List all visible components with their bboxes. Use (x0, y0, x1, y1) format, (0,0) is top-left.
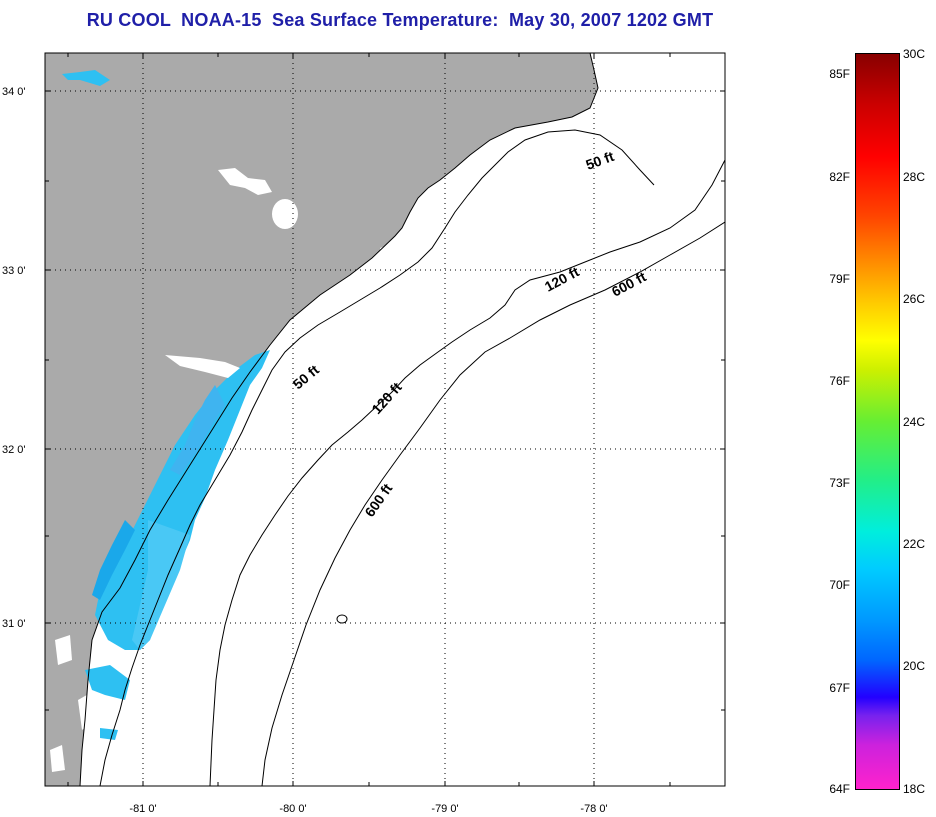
lon-label-78: -78 0' (580, 803, 607, 815)
coastline (79, 53, 599, 786)
map-frame (44, 52, 726, 787)
colorbar-f-70: 70F (829, 578, 850, 592)
colorbar-f-73: 73F (829, 476, 850, 490)
colorbar-c-24: 24C (903, 415, 926, 429)
colorbar-c-20: 20C (903, 659, 926, 673)
lat-label-34: 34 0' (2, 86, 26, 98)
lat-label-32: 32 0' (2, 444, 26, 456)
lat-label-31: 31 0' (2, 618, 26, 630)
colorbar-c-30: 30C (903, 47, 926, 61)
temperature-colorbar (855, 53, 900, 790)
seamount-contour (336, 614, 348, 624)
colorbar-f-79: 79F (829, 272, 850, 286)
colorbar-c-26: 26C (903, 292, 926, 306)
cloud-patches (50, 168, 418, 772)
graticule (45, 53, 725, 786)
lat-label-33: 33 0' (2, 265, 26, 277)
land-mass (45, 53, 598, 786)
colorbar-c-28: 28C (903, 170, 926, 184)
sst-data-overlay (62, 70, 270, 740)
colorbar-f-67: 67F (829, 681, 850, 695)
lon-label-80: -80 0' (279, 803, 306, 815)
map-title: RU COOL NOAA-15 Sea Surface Temperature:… (86, 10, 714, 30)
colorbar-f-85: 85F (829, 67, 850, 81)
tick-marks (45, 53, 725, 786)
isobath-120ft-line (209, 159, 725, 786)
lon-label-79: -79 0' (431, 803, 458, 815)
isobath-600ft-line (261, 221, 725, 786)
colorbar-c-22: 22C (903, 537, 926, 551)
colorbar-f-64: 64F (829, 782, 850, 796)
colorbar-f-76: 76F (829, 374, 850, 388)
lon-label-81: -81 0' (129, 803, 156, 815)
colorbar-c-18: 18C (903, 782, 926, 796)
colorbar-f-82: 82F (829, 170, 850, 184)
isobath-50ft-line (99, 129, 655, 786)
